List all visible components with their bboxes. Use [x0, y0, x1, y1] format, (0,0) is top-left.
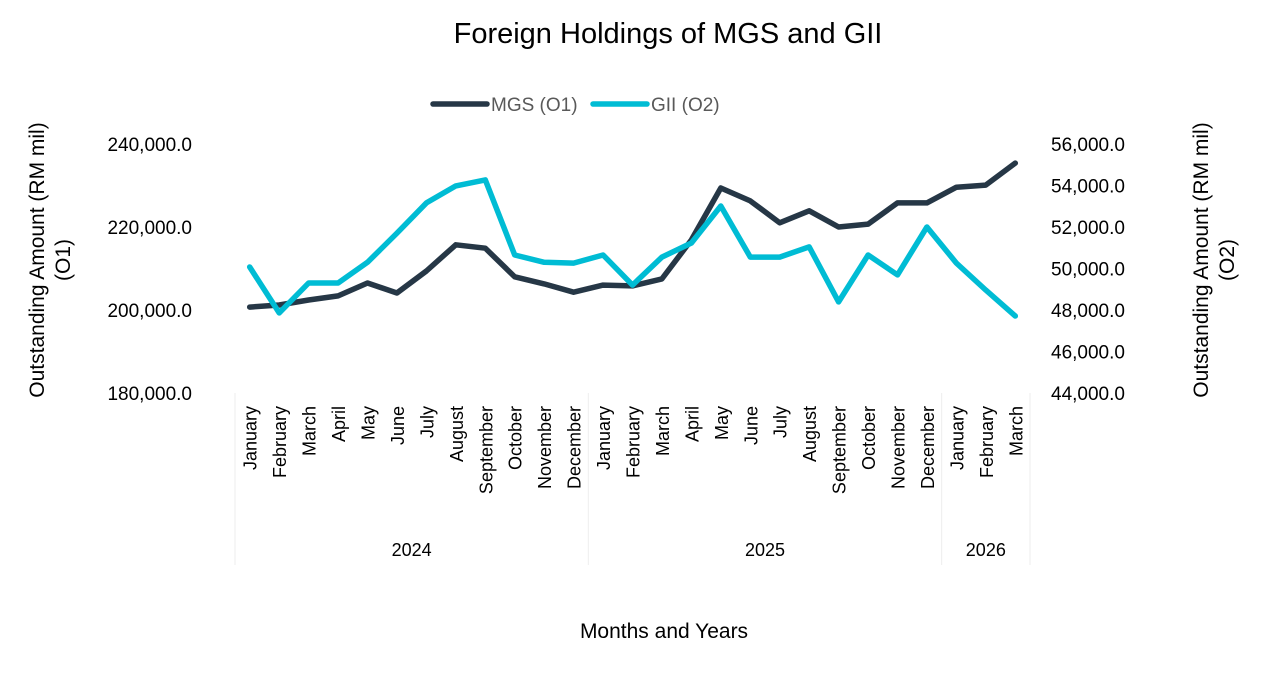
chart-title: Foreign Holdings of MGS and GII — [454, 18, 883, 50]
month-tick-label: November — [889, 406, 909, 489]
month-tick-label: August — [447, 406, 467, 462]
month-tick-label: March — [1006, 406, 1026, 456]
right-tick-label: 56,000.0 — [1051, 135, 1125, 156]
left-axis: 180,000.0 200,000.0 220,000.0 240,000.0 Outs… — [26, 122, 192, 405]
month-tick-label: June — [741, 406, 761, 445]
right-tick-label: 44,000.0 — [1051, 384, 1125, 405]
left-tick-label: 240,000.0 — [107, 135, 192, 156]
year-label: 2026 — [966, 540, 1006, 560]
month-tick-label: July — [417, 406, 437, 438]
legend-label: GII (O2) — [651, 95, 720, 116]
year-label: 2025 — [745, 540, 785, 560]
plot-area — [250, 163, 1016, 316]
right-axis: 44,000.0 46,000.0 48,000.0 50,000.0 52,000.0… — [1051, 122, 1239, 405]
month-tick-label: January — [594, 406, 614, 470]
month-tick-label: October — [859, 406, 879, 470]
month-tick-label: November — [535, 406, 555, 489]
right-tick-label: 46,000.0 — [1051, 343, 1125, 364]
right-tick-label: 50,000.0 — [1051, 260, 1125, 281]
month-tick-label: January — [947, 406, 967, 470]
month-tick-label: May — [712, 406, 732, 440]
month-tick-label: July — [771, 406, 791, 438]
year-label: 2024 — [392, 540, 432, 560]
right-tick-label: 48,000.0 — [1051, 301, 1125, 322]
left-tick-label: 220,000.0 — [107, 218, 192, 239]
month-tick-label: March — [300, 406, 320, 456]
right-tick-label: 54,000.0 — [1051, 177, 1125, 198]
legend-label: MGS (O1) — [491, 95, 578, 116]
month-tick-label: September — [476, 406, 496, 494]
month-tick-label: February — [977, 406, 997, 478]
left-axis-title: Outstanding Amount (RM mil)(O1) — [26, 122, 75, 397]
category-axis: January February March April May June July Augu… — [235, 393, 1030, 565]
month-tick-label: January — [241, 406, 261, 470]
right-axis-title: Outstanding Amount (RM mil)(O2) — [1190, 122, 1239, 397]
left-tick-label: 180,000.0 — [107, 384, 192, 405]
month-tick-label: February — [270, 406, 290, 478]
month-tick-label: March — [653, 406, 673, 456]
month-tick-label: December — [918, 406, 938, 489]
right-tick-label: 52,000.0 — [1051, 218, 1125, 239]
month-tick-label: August — [800, 406, 820, 462]
left-tick-label: 200,000.0 — [107, 301, 192, 322]
month-tick-label: April — [682, 406, 702, 442]
month-tick-label: February — [624, 406, 644, 478]
month-tick-label: June — [388, 406, 408, 445]
month-tick-label: May — [359, 406, 379, 440]
legend: MGS (O1) GII (O2) — [433, 95, 720, 116]
month-tick-label: December — [565, 406, 585, 489]
month-tick-label: October — [506, 406, 526, 470]
month-tick-label: September — [830, 406, 850, 494]
month-tick-label: April — [329, 406, 349, 442]
x-axis-title: Months and Years — [580, 620, 748, 643]
